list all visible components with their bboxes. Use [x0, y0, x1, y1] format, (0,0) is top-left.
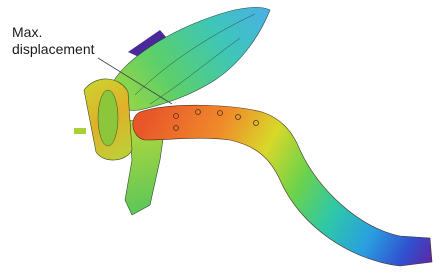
page: Max. displacement (() => { const data = …: [0, 0, 440, 274]
fea-render: Max. displacement: [0, 0, 440, 274]
pin: [74, 128, 86, 134]
clamp-hole: [98, 90, 118, 146]
upper-body: [108, 7, 270, 110]
annotation-line: Max.: [12, 24, 42, 40]
annotation-line: displacement: [12, 41, 95, 57]
